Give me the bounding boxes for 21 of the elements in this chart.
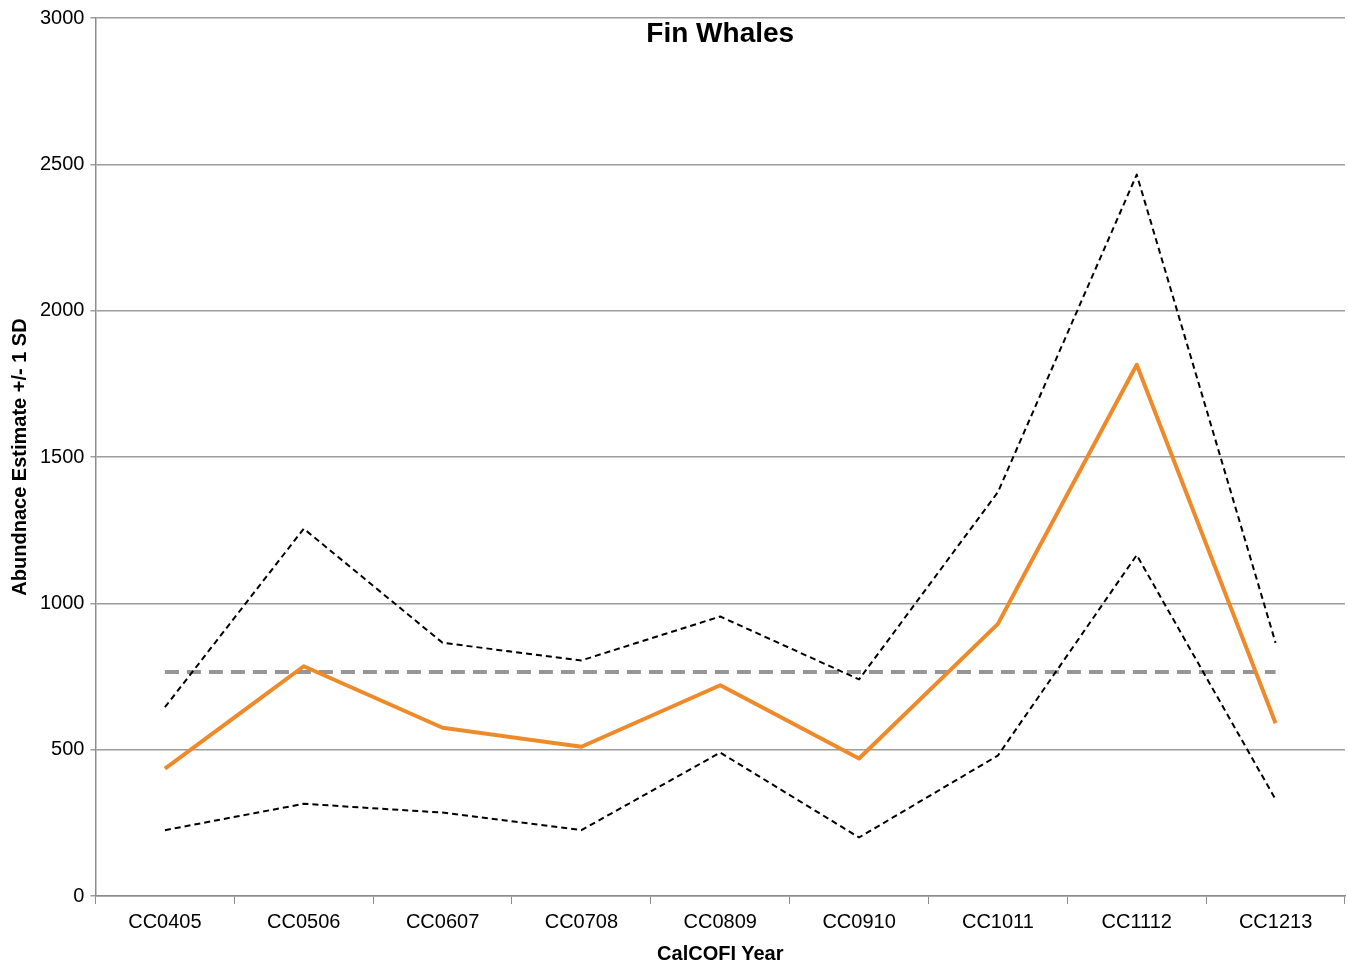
chart-title: Fin Whales — [646, 16, 795, 48]
x-tick-label: CC0708 — [544, 909, 619, 932]
x-tick-label: CC1112 — [1101, 909, 1172, 932]
y-tick-label: 1500 — [39, 444, 85, 467]
y-tick-label: 2500 — [39, 151, 85, 174]
y-tick-label: 3000 — [39, 5, 85, 28]
x-tick-label: CC1011 — [961, 909, 1034, 932]
y-tick-label: 500 — [51, 737, 85, 760]
x-tick-label: CC0910 — [822, 909, 896, 932]
y-axis-title: Abundnace Estimate +/- 1 SD — [7, 318, 30, 596]
x-tick-label: CC0405 — [128, 909, 202, 932]
x-tick-label: CC0607 — [405, 909, 480, 932]
line-series — [163, 173, 1277, 709]
y-tick-label: 1000 — [39, 590, 85, 613]
x-tick-label: CC0809 — [683, 909, 757, 932]
line-series — [163, 554, 1277, 839]
x-tick-label: CC0506 — [267, 909, 341, 932]
x-axis-title: CalCOFI Year — [657, 941, 784, 964]
y-tick-label: 2000 — [39, 298, 85, 321]
x-tick-label: CC1213 — [1238, 909, 1313, 932]
y-tick-label: 0 — [73, 883, 85, 906]
